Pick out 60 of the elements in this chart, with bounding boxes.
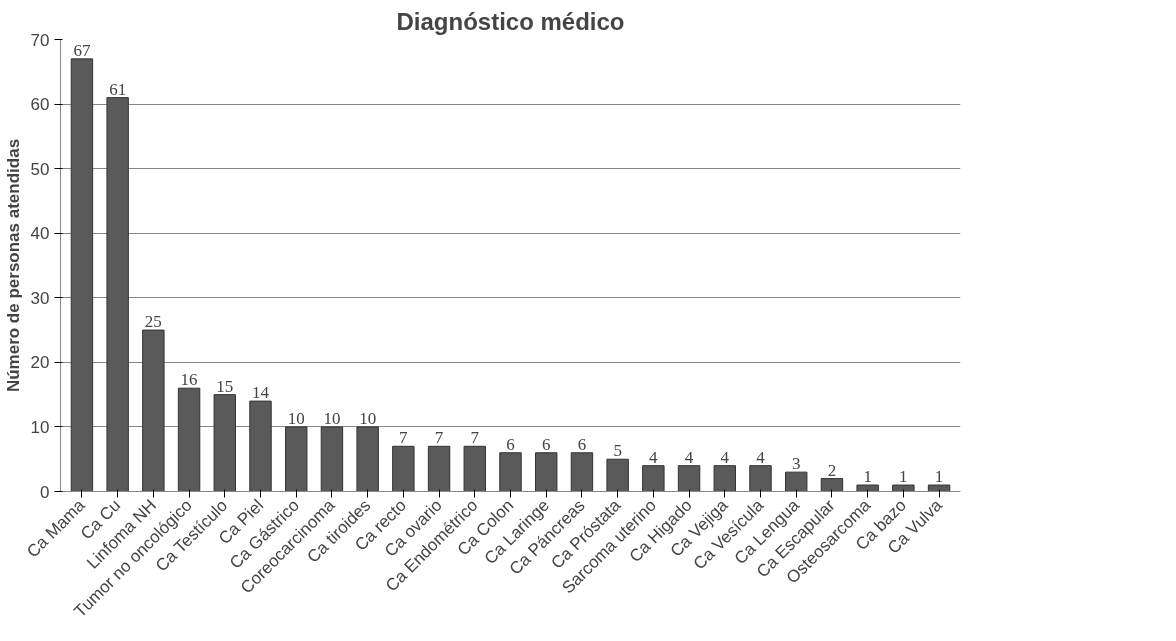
- data-label: 14: [252, 383, 270, 403]
- chart-title: Diagnóstico médico: [396, 7, 625, 35]
- data-label: 10: [359, 408, 377, 428]
- bar: [820, 478, 844, 492]
- bar: [535, 452, 558, 492]
- bar: [713, 465, 736, 492]
- bar: [70, 58, 94, 492]
- bar: [677, 465, 701, 492]
- data-label: 3: [791, 454, 801, 474]
- data-label: 1: [863, 467, 872, 487]
- bar: [392, 445, 415, 492]
- data-label: 6: [541, 434, 551, 454]
- bar: [499, 452, 522, 492]
- bar: [570, 452, 594, 492]
- bar: [177, 387, 201, 492]
- data-label: 7: [399, 428, 409, 448]
- y-axis-title: Número de personas atendidas: [3, 138, 23, 393]
- data-label: 4: [649, 447, 659, 467]
- data-label: 2: [827, 460, 837, 480]
- data-label: 10: [323, 408, 341, 428]
- data-label: 1: [899, 467, 908, 487]
- bar: [785, 471, 808, 492]
- y-tick-label: 0: [40, 482, 50, 502]
- bar: [463, 445, 486, 492]
- y-tick-label: 60: [30, 95, 50, 115]
- data-label: 7: [470, 428, 480, 448]
- bar: [249, 400, 272, 492]
- data-label: 15: [216, 376, 234, 396]
- data-label: 61: [109, 79, 127, 99]
- bar: [749, 465, 772, 492]
- data-label: 7: [434, 428, 444, 448]
- data-label: 4: [756, 447, 766, 467]
- data-label: 16: [180, 370, 198, 390]
- data-label: 25: [144, 312, 162, 332]
- y-tick-label: 10: [30, 417, 50, 437]
- data-label: 5: [613, 441, 622, 461]
- bar: [642, 465, 665, 492]
- data-label: 4: [684, 447, 694, 467]
- data-label: 4: [720, 447, 730, 467]
- y-tick-label: 40: [30, 224, 50, 244]
- bar: [106, 97, 129, 492]
- y-tick-label: 20: [30, 353, 50, 373]
- bar: [606, 458, 629, 492]
- y-tick-label: 70: [30, 30, 50, 50]
- bar: [320, 426, 344, 492]
- data-label: 10: [287, 408, 305, 428]
- bar: [427, 445, 451, 492]
- y-tick-label: 30: [30, 288, 50, 308]
- bar: [927, 484, 951, 492]
- data-label: 67: [73, 40, 91, 60]
- bar: [356, 426, 379, 492]
- bar: [285, 426, 308, 492]
- bar: [856, 484, 879, 492]
- bar: [892, 484, 915, 492]
- data-label: 6: [506, 434, 515, 454]
- data-label: 1: [934, 467, 944, 487]
- y-tick-label: 50: [30, 159, 50, 179]
- data-label: 6: [577, 434, 587, 454]
- bar: [142, 329, 165, 492]
- bar: [213, 394, 236, 492]
